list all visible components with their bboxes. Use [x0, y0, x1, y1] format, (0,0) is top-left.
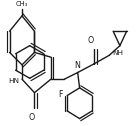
- Text: O: O: [88, 36, 94, 45]
- Text: N: N: [74, 61, 80, 70]
- Text: CH₃: CH₃: [16, 1, 28, 7]
- Text: NH: NH: [112, 50, 123, 56]
- Text: HN: HN: [8, 78, 19, 84]
- Text: O: O: [28, 113, 35, 122]
- Text: F: F: [58, 90, 62, 99]
